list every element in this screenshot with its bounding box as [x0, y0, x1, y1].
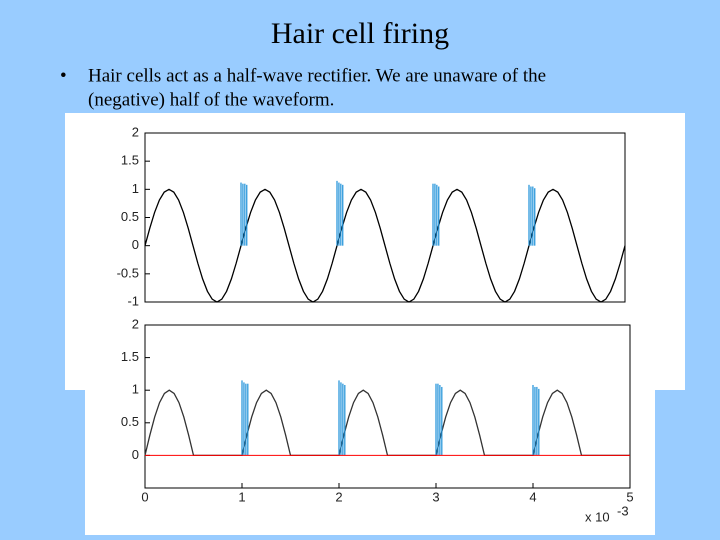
slide-title: Hair cell firing — [271, 17, 449, 50]
x-tick-label: 3 — [432, 489, 439, 504]
y-tick-label: 1 — [132, 382, 139, 397]
x-tick-label: 5 — [626, 489, 633, 504]
bullet-dot: • — [60, 65, 67, 86]
y-tick-label: 1.5 — [121, 153, 139, 168]
axes-box — [144, 324, 631, 489]
x-scale-base: x 10 — [585, 509, 610, 524]
y-tick-label: 0.5 — [121, 414, 139, 429]
y-tick-label: 2 — [132, 316, 139, 331]
y-tick-label: 0 — [132, 447, 139, 462]
waveform — [144, 188, 626, 303]
x-tick-label: 4 — [529, 489, 536, 504]
y-tick-label: 1 — [132, 181, 139, 196]
x-tick-label: 0 — [141, 489, 148, 504]
y-tick-label: 0 — [132, 237, 139, 252]
figure-panel — [85, 307, 655, 535]
y-tick-label: 2 — [132, 124, 139, 139]
x-tick-label: 1 — [238, 489, 245, 504]
y-tick-label: -0.5 — [117, 265, 139, 280]
y-tick-label: 1.5 — [121, 349, 139, 364]
top-chart: 2 1.5 1 0.5 0 -0.5 -1 — [117, 124, 626, 308]
bullet-line: (negative) half of the waveform. — [88, 89, 334, 110]
x-tick-label: 2 — [335, 489, 342, 504]
x-scale-exponent: -3 — [617, 503, 629, 518]
bottom-chart: 0 0.5 1 1.5 2 0 1 2 3 4 5 x 10 -3 — [121, 316, 634, 524]
y-tick-label: -1 — [127, 293, 139, 308]
y-tick-label: 0.5 — [121, 209, 139, 224]
bullet-line: Hair cells act as a half-wave rectifier.… — [88, 65, 546, 86]
